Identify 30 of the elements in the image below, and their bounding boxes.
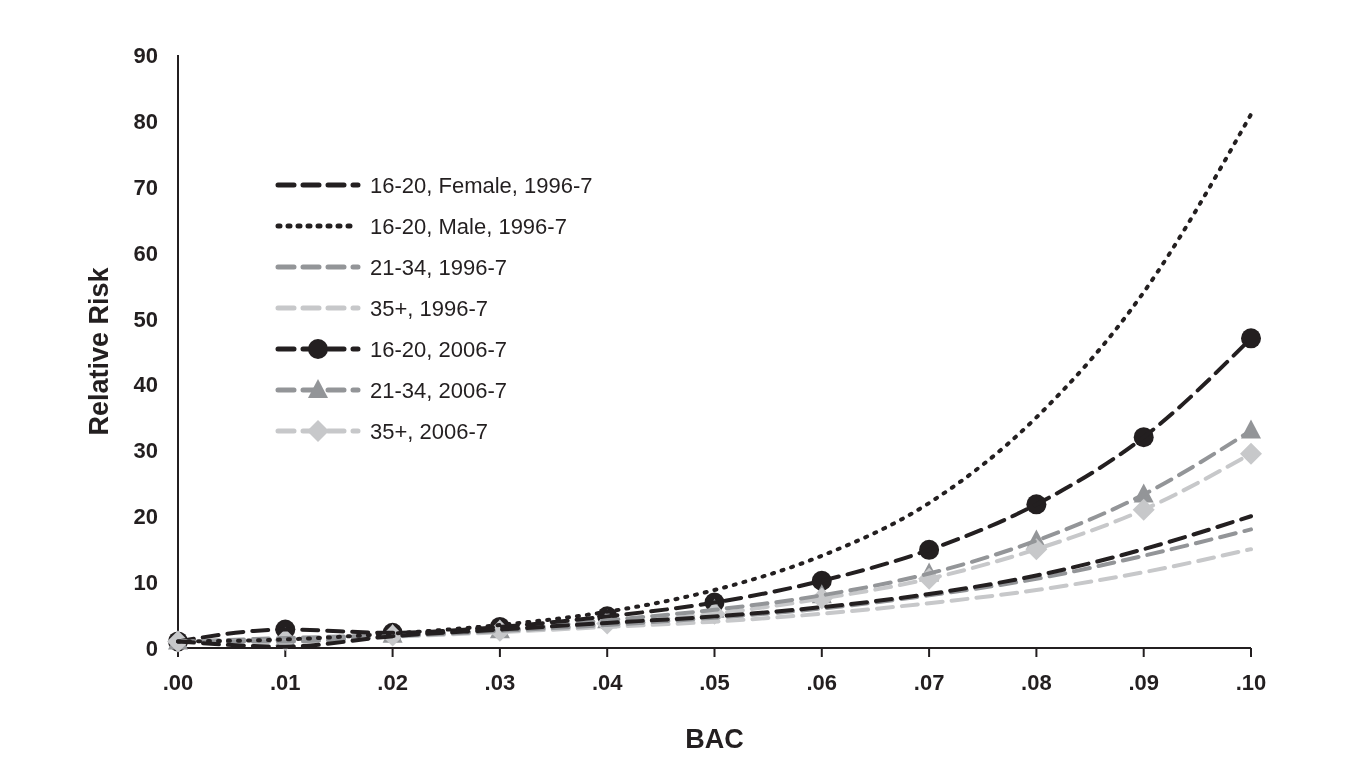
y-tick-label: 30	[133, 438, 158, 464]
y-tick-label: 40	[133, 372, 158, 398]
x-tick-label: .07	[913, 670, 945, 695]
legend-label: 21-34, 2006-7	[370, 378, 507, 403]
y-tick-label: 20	[133, 504, 158, 530]
x-tick-label: .06	[806, 670, 838, 695]
x-axis-title: BAC	[685, 724, 744, 754]
x-tick-label: .09	[1128, 670, 1159, 695]
y-tick-label: 90	[133, 43, 158, 68]
y-tick-label: 10	[133, 570, 158, 596]
x-tick-label: .10	[1235, 670, 1267, 695]
legend-label: 35+, 2006-7	[370, 419, 489, 444]
x-tick-label: .05	[699, 670, 730, 695]
y-tick-label: 0	[145, 636, 158, 661]
legend-label: 16-20, 2006-7	[370, 337, 507, 362]
y-tick-label: 80	[133, 108, 158, 134]
legend-label: 16-20, Female, 1996-7	[370, 173, 593, 198]
legend-label: 21-34, 1996-7	[370, 255, 507, 280]
x-tick-label: .02	[377, 670, 408, 695]
x-tick-label: .01	[270, 670, 301, 695]
x-tick-label: .03	[484, 670, 516, 695]
x-tick-label: .00	[162, 670, 194, 695]
legend-label: 35+, 1996-7	[370, 296, 489, 321]
legend-label: 16-20, Male, 1996-7	[370, 214, 567, 239]
y-tick-label: 60	[133, 240, 158, 266]
y-tick-label: 70	[133, 174, 158, 200]
y-tick-label: 50	[133, 306, 158, 332]
y-axis-title: Relative Risk	[84, 266, 114, 436]
x-tick-label: .08	[1021, 670, 1052, 695]
x-tick-label: .04	[591, 670, 624, 695]
